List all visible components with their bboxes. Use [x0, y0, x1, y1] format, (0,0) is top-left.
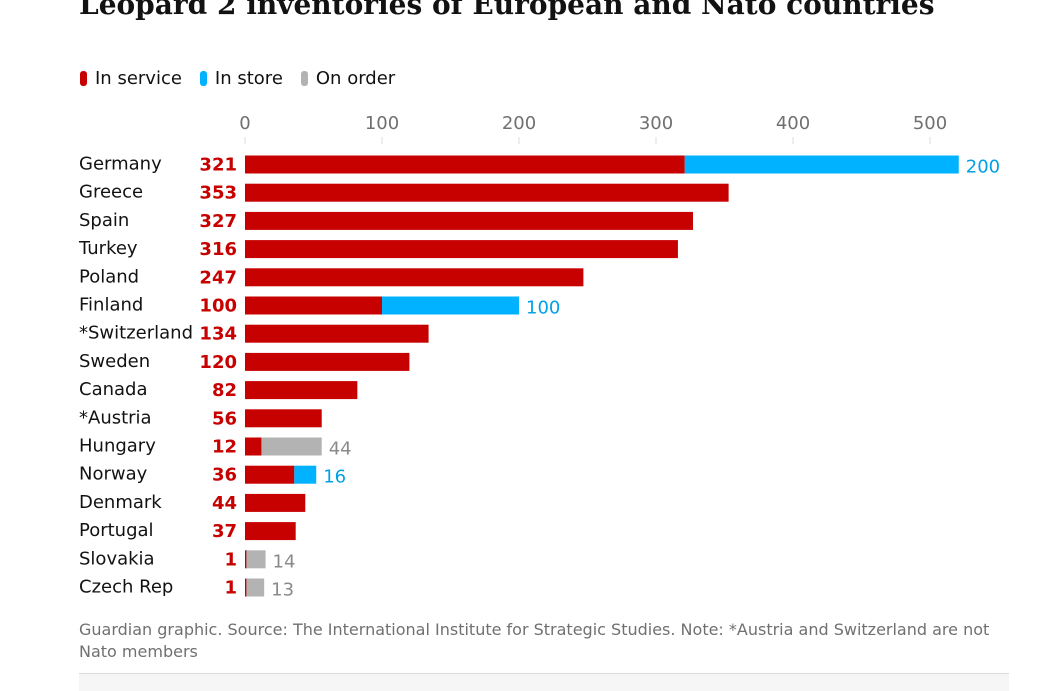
value-label-in-service-czech-rep: 1 — [224, 578, 237, 599]
category-label-greece: Greece — [79, 182, 143, 203]
bar-in-service-canada — [245, 381, 358, 400]
bar-on-order-slovakia — [246, 550, 266, 569]
bar-in-service-spain — [245, 211, 693, 230]
value-label-in-service-sweden: 120 — [199, 352, 237, 373]
value-label-on-order-slovakia: 14 — [273, 551, 296, 572]
legend-item-in-store: In store — [199, 67, 283, 89]
value-label-in-service-hungary: 12 — [212, 437, 237, 458]
bar-in-store-norway — [294, 465, 317, 484]
value-label-in-service-austria: 56 — [212, 408, 237, 429]
bar-in-service-sweden — [245, 352, 410, 371]
bar-in-service-finland — [245, 296, 382, 315]
value-label-on-order-hungary: 44 — [329, 439, 352, 460]
value-label-in-service-canada: 82 — [212, 380, 237, 401]
value-label-on-order-czech-rep: 13 — [271, 580, 294, 601]
bar-in-service-denmark — [245, 493, 306, 512]
bar-in-service-germany — [245, 155, 685, 174]
category-label-norway: Norway — [79, 464, 148, 485]
category-label-slovakia: Slovakia — [79, 548, 155, 569]
category-label-denmark: Denmark — [79, 492, 162, 513]
footer-divider — [79, 673, 1009, 674]
category-label-germany: Germany — [79, 154, 162, 175]
category-label-switzerland: *Switzerland — [79, 323, 193, 344]
value-label-in-service-portugal: 37 — [212, 521, 237, 542]
category-label-turkey: Turkey — [78, 238, 138, 259]
bar-in-service-norway — [245, 465, 295, 484]
bar-in-service-hungary — [245, 437, 262, 456]
legend-item-on-order: On order — [300, 67, 396, 89]
value-label-in-service-greece: 353 — [199, 183, 237, 204]
value-label-in-service-turkey: 316 — [199, 239, 237, 260]
legend-label-in-store: In store — [214, 67, 283, 89]
legend-item-in-service: In service — [80, 68, 182, 89]
source-note: Guardian graphic. Source: The Internatio… — [79, 620, 990, 661]
footer-band — [79, 674, 1009, 691]
legend-label-on-order: On order — [315, 67, 396, 89]
bar-in-service-portugal — [245, 522, 296, 541]
category-label-czech-rep: Czech Rep — [79, 577, 173, 598]
category-label-spain: Spain — [79, 210, 129, 231]
x-tick-label: 0 — [239, 113, 250, 134]
bar-in-service-switzerland — [245, 324, 429, 343]
value-label-in-store-norway: 16 — [323, 467, 346, 488]
value-label-in-service-finland: 100 — [199, 296, 237, 317]
value-label-in-service-germany: 321 — [199, 155, 237, 176]
category-label-austria: *Austria — [79, 407, 152, 428]
value-label-in-service-switzerland: 134 — [199, 324, 237, 345]
legend-swatch-in-store — [199, 70, 207, 86]
bar-in-service-greece — [245, 183, 729, 202]
bar-in-service-slovakia — [245, 550, 247, 569]
category-label-canada: Canada — [79, 379, 148, 400]
x-tick-label: 200 — [502, 113, 536, 134]
legend-swatch-on-order — [300, 70, 308, 86]
value-label-in-store-finland: 100 — [526, 298, 560, 319]
x-tick-label: 100 — [365, 113, 399, 134]
x-tick-label: 400 — [776, 113, 810, 134]
legend-label-in-service: In service — [95, 67, 182, 89]
bar-on-order-hungary — [261, 437, 322, 456]
value-label-in-service-slovakia: 1 — [224, 549, 237, 570]
bar-in-service-austria — [245, 409, 322, 428]
bar-in-service-turkey — [245, 240, 678, 259]
bar-in-store-finland — [382, 296, 519, 315]
bar-in-store-germany — [684, 155, 959, 174]
chart-legend: In service In store On order — [80, 66, 413, 90]
bar-in-service-czech-rep — [245, 578, 247, 597]
category-label-portugal: Portugal — [79, 520, 154, 541]
value-label-in-service-denmark: 44 — [212, 493, 237, 514]
bar-in-service-poland — [245, 268, 584, 287]
chart-title: Leopard 2 inventories of European and Na… — [79, 0, 935, 21]
category-label-finland: Finland — [79, 295, 143, 316]
value-label-in-service-norway: 36 — [212, 465, 237, 486]
category-label-hungary: Hungary — [79, 436, 156, 457]
x-tick-label: 500 — [913, 113, 947, 134]
category-label-poland: Poland — [79, 266, 139, 287]
value-label-in-service-poland: 247 — [199, 267, 237, 288]
bar-chart: 0 100 200 300 400 500 Germany 321 200 Greece 353 Sp… — [78, 113, 1000, 601]
category-label-sweden: Sweden — [79, 351, 150, 372]
bar-on-order-czech-rep — [246, 578, 265, 597]
value-label-in-service-spain: 327 — [199, 211, 237, 232]
value-label-in-store-germany: 200 — [966, 157, 1000, 178]
legend-swatch-in-service — [80, 70, 87, 86]
x-tick-label: 300 — [639, 113, 673, 134]
